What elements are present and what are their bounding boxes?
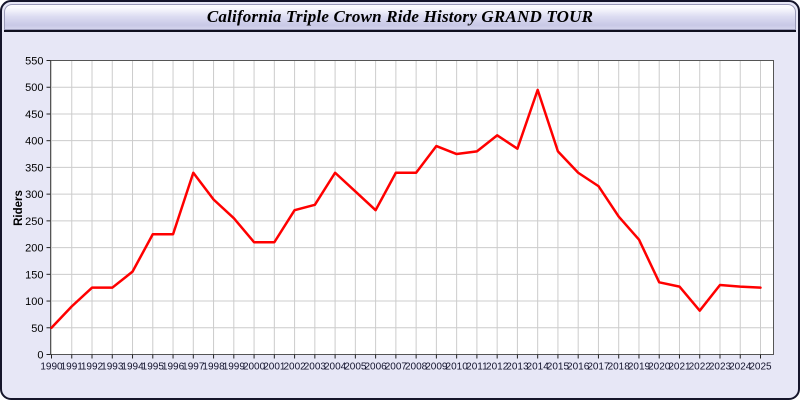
y-tick-label: 300 bbox=[25, 189, 43, 201]
y-tick-label: 350 bbox=[25, 162, 43, 174]
x-tick-label: 2018 bbox=[608, 362, 631, 373]
plot-area bbox=[50, 60, 774, 355]
x-tick-label: 2006 bbox=[364, 362, 387, 373]
x-tick-label: 1992 bbox=[81, 362, 104, 373]
x-tick-label: 1999 bbox=[223, 362, 246, 373]
riders-line bbox=[50, 88, 762, 330]
x-tick-label: 2011 bbox=[466, 362, 488, 373]
x-tick-label: 2003 bbox=[304, 362, 327, 373]
x-tick-label: 2013 bbox=[506, 362, 529, 373]
x-tick-label: 2008 bbox=[405, 362, 428, 373]
x-tick-label: 2017 bbox=[587, 362, 610, 373]
x-tick-label: 1991 bbox=[61, 362, 84, 373]
x-tick-label: 2009 bbox=[425, 362, 448, 373]
x-tick-label: 2004 bbox=[324, 362, 347, 373]
x-tick-label: 1990 bbox=[40, 362, 63, 373]
y-tick-label: 450 bbox=[25, 109, 43, 121]
x-tick-label: 2012 bbox=[486, 362, 509, 373]
y-tick-label: 0 bbox=[37, 350, 43, 362]
x-tick-label: 1996 bbox=[162, 362, 185, 373]
y-tick-label: 200 bbox=[25, 243, 43, 255]
x-tick-label: 1997 bbox=[182, 362, 205, 373]
x-tick-label: 1993 bbox=[101, 362, 124, 373]
x-tick-label: 2007 bbox=[385, 362, 408, 373]
y-tick-label: 250 bbox=[25, 216, 43, 228]
x-tick-label: 1995 bbox=[142, 362, 165, 373]
y-tick-label: 400 bbox=[25, 136, 43, 148]
x-tick-label: 2025 bbox=[749, 362, 772, 373]
x-tick-label: 2005 bbox=[344, 362, 367, 373]
y-tick-label: 500 bbox=[25, 82, 43, 94]
x-tick-label: 2024 bbox=[729, 362, 752, 373]
plot-frame bbox=[50, 60, 774, 355]
y-tick-label: 100 bbox=[25, 296, 43, 308]
x-tick-label: 2022 bbox=[689, 362, 712, 373]
x-tick-label: 2023 bbox=[709, 362, 732, 373]
x-tick-label: 2015 bbox=[547, 362, 570, 373]
window-titlebar: California Triple Crown Ride History GRA… bbox=[4, 4, 796, 32]
y-tick-label: 150 bbox=[25, 269, 43, 281]
page-title: California Triple Crown Ride History GRA… bbox=[206, 7, 594, 26]
x-tick-label: 2016 bbox=[567, 362, 590, 373]
x-tick-label: 2010 bbox=[446, 362, 469, 373]
y-tick-label: 550 bbox=[25, 56, 43, 68]
x-tick-label: 1994 bbox=[121, 362, 144, 373]
x-tick-label: 2019 bbox=[628, 362, 651, 373]
x-tick-label: 2020 bbox=[648, 362, 671, 373]
x-tick-label: 2021 bbox=[668, 362, 691, 373]
x-tick-label: 2014 bbox=[527, 362, 550, 373]
y-tick-label: 50 bbox=[31, 323, 43, 335]
y-axis-title: Riders bbox=[13, 190, 25, 226]
x-tick-label: 2002 bbox=[283, 362, 306, 373]
x-tick-label: 2001 bbox=[263, 362, 286, 373]
x-tick-label: 2000 bbox=[243, 362, 266, 373]
x-tick-label: 1998 bbox=[202, 362, 225, 373]
